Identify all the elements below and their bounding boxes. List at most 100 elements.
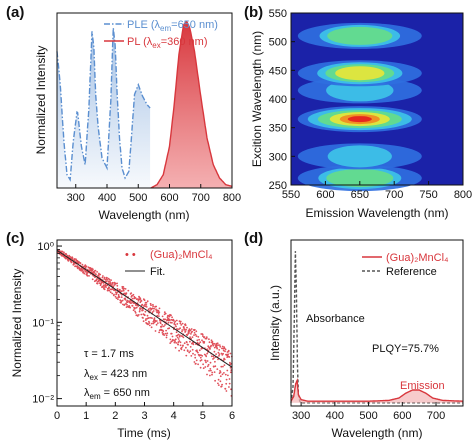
decay-point (187, 343, 189, 346)
decay-point (181, 329, 184, 331)
decay-point (141, 303, 144, 306)
decay-point (198, 338, 201, 341)
decay-point (96, 282, 99, 285)
decay-point (205, 361, 207, 364)
decay-point (227, 353, 230, 356)
decay-point (154, 330, 157, 332)
decay-point (201, 339, 203, 342)
decay-point (106, 278, 109, 281)
decay-point (93, 272, 96, 274)
decay-point (225, 382, 228, 385)
decay-point (83, 272, 86, 275)
decay-point (214, 365, 217, 368)
decay-point (137, 305, 140, 307)
c-ytick-label-2: 10⁻² (32, 394, 54, 406)
decay-point (178, 328, 180, 331)
decay-point (221, 383, 224, 386)
y-axis-label-d: Intensity (a.u.) (268, 285, 282, 361)
decay-point (111, 283, 114, 285)
decay-point (205, 337, 208, 340)
decay-point (173, 322, 176, 324)
decay-point (212, 344, 215, 347)
decay-point (153, 307, 156, 310)
decay-point (127, 289, 130, 292)
decay-point (65, 253, 68, 256)
decay-point (159, 319, 162, 322)
decay-point (171, 316, 174, 319)
decay-point (163, 311, 166, 314)
decay-point (215, 353, 218, 355)
decay-point (211, 371, 214, 374)
decay-point (108, 278, 111, 281)
decay-point (152, 303, 154, 306)
decay-point (188, 328, 191, 331)
decay-point (189, 329, 192, 332)
decay-point (125, 292, 128, 294)
decay-point (150, 304, 152, 307)
b-xtick-label-3: 700 (385, 189, 403, 201)
decay-point (185, 346, 187, 349)
decay-point (216, 347, 219, 350)
decay-point (180, 348, 183, 351)
decay-point (227, 349, 230, 352)
decay-point (176, 323, 179, 325)
decay-point (223, 358, 226, 361)
decay-point (110, 279, 112, 281)
decay-point (175, 331, 178, 334)
decay-point (174, 324, 177, 326)
series-area-1 (150, 21, 232, 189)
decay-point (186, 350, 189, 352)
decay-point (179, 320, 182, 323)
panel-label-d: (d) (244, 230, 263, 247)
decay-point (185, 341, 188, 344)
decay-point (138, 309, 141, 311)
decay-point (156, 322, 159, 324)
decay-point (152, 310, 155, 312)
decay-point (228, 356, 231, 358)
decay-point (122, 286, 125, 288)
decay-point (217, 378, 220, 381)
decay-point (79, 262, 82, 264)
decay-point (103, 276, 106, 279)
decay-point (132, 293, 135, 296)
decay-point (164, 324, 166, 326)
decay-point (205, 355, 208, 358)
decay-point (170, 332, 173, 335)
decay-point (213, 346, 216, 349)
decay-point (215, 342, 218, 345)
decay-point (138, 310, 141, 313)
decay-point (130, 292, 133, 294)
decay-point (172, 339, 175, 342)
decay-point (198, 349, 201, 352)
decay-point (82, 271, 85, 273)
decay-point (210, 339, 213, 342)
decay-point (133, 307, 136, 310)
decay-point (204, 359, 207, 362)
decay-point (189, 340, 191, 343)
annotation-lambda-ex: λex = 423 nm (84, 368, 147, 382)
panel-d: (d) 300 400 500 600 700 Wavelength (nm) Inte… (244, 230, 464, 440)
decay-point (189, 336, 192, 339)
decay-point (217, 351, 220, 354)
decay-point (157, 309, 160, 312)
decay-point (191, 336, 194, 338)
decay-point (168, 327, 171, 330)
decay-point (134, 310, 137, 313)
decay-point (86, 274, 89, 277)
decay-point (200, 359, 203, 361)
decay-point (194, 354, 196, 356)
decay-point (110, 282, 112, 285)
decay-point (116, 282, 118, 285)
decay-point (214, 379, 217, 382)
decay-point (102, 282, 105, 284)
decay-point (81, 263, 84, 266)
decay-point (217, 384, 220, 386)
decay-point (175, 342, 178, 344)
annotation-tau: τ = 1.7 ms (84, 348, 134, 360)
decay-point (225, 390, 228, 392)
decay-point (125, 302, 127, 305)
decay-point (224, 373, 227, 376)
decay-point (121, 299, 124, 302)
decay-point (181, 335, 184, 338)
decay-point (85, 270, 87, 272)
